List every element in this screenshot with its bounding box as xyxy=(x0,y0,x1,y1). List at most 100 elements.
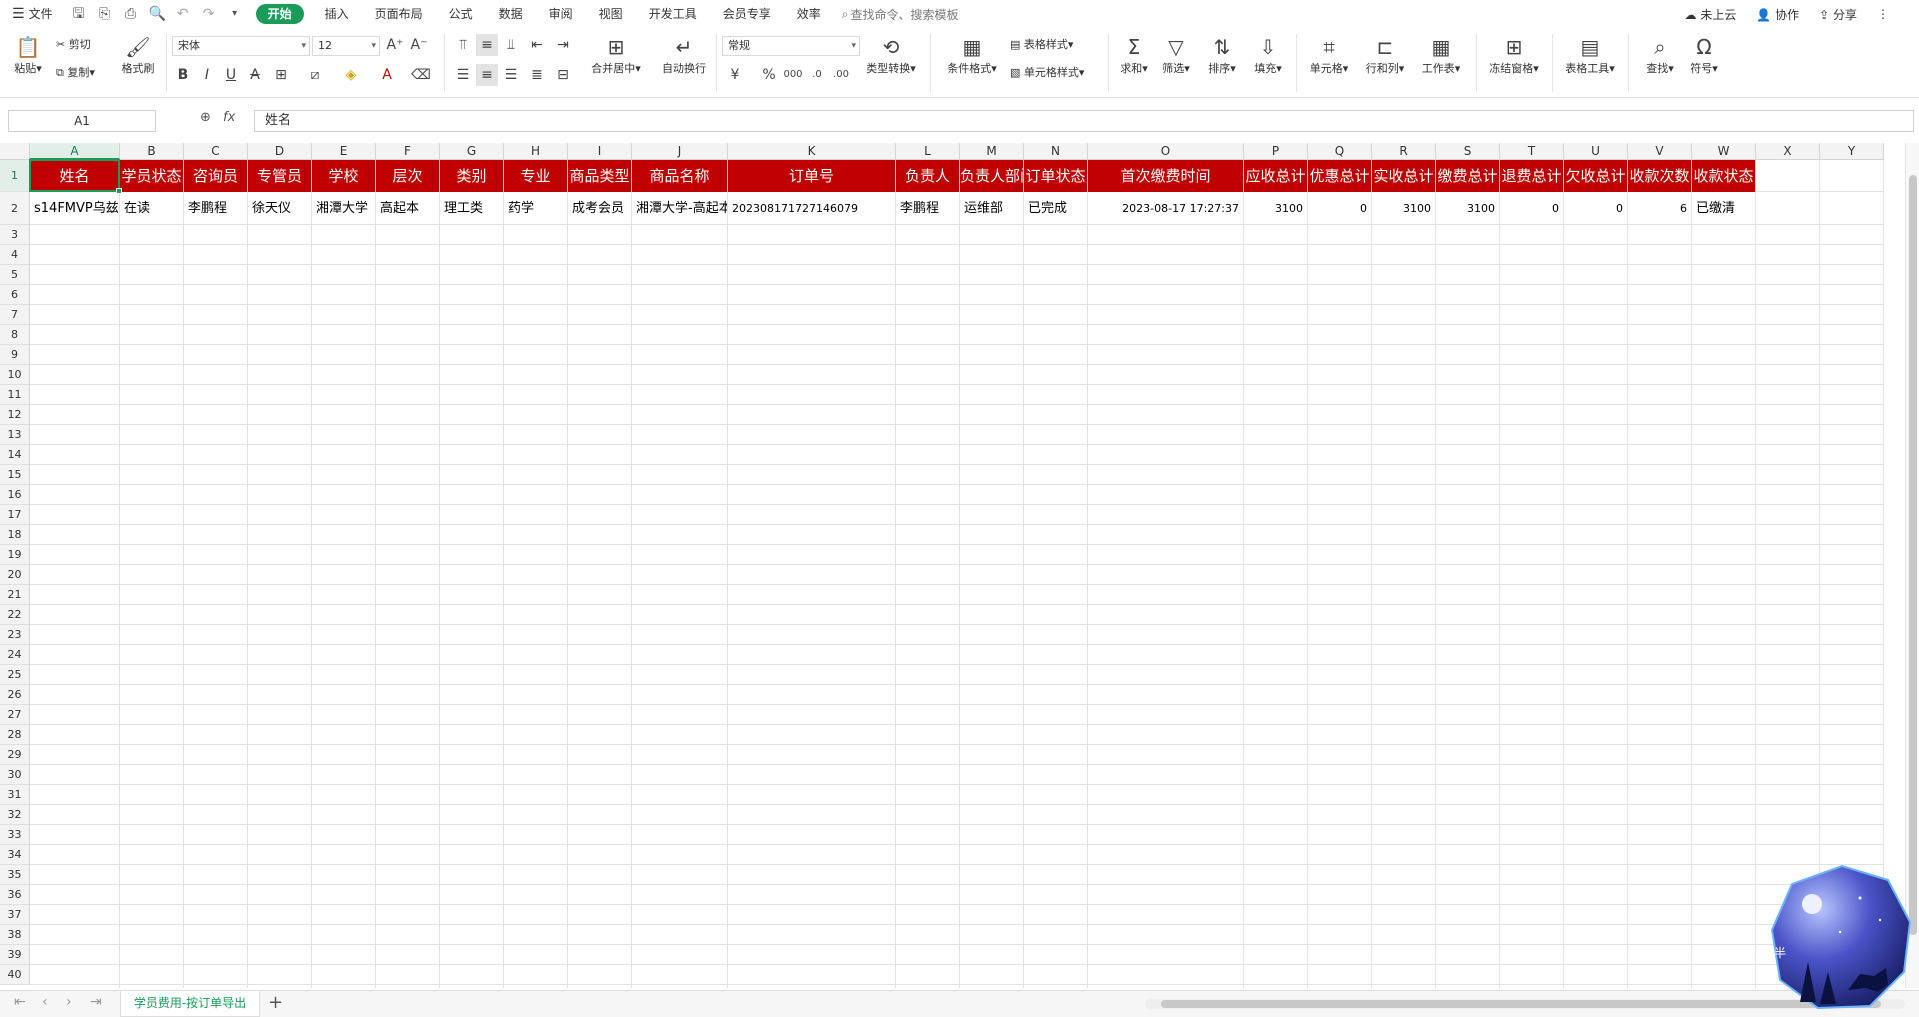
first-sheet-icon[interactable]: ⇤ xyxy=(14,994,26,1010)
decrease-decimal-icon[interactable]: .00 xyxy=(830,64,852,86)
bold-icon[interactable]: B xyxy=(172,64,194,86)
find-button[interactable]: ⌕ 查找▾ xyxy=(1642,34,1678,76)
column-header-i[interactable]: I xyxy=(568,143,632,160)
font-color-icon[interactable]: A xyxy=(376,64,398,86)
tab-formulas[interactable]: 公式 xyxy=(436,0,486,28)
conditional-format-button[interactable]: ▦ 条件格式▾ xyxy=(940,34,1004,76)
header-cell[interactable]: 优惠总计 xyxy=(1308,160,1372,192)
font-name-select[interactable]: 宋体 xyxy=(172,36,310,56)
row-header-12[interactable]: 12 xyxy=(0,405,30,425)
row-header-3[interactable]: 3 xyxy=(0,225,30,245)
column-header-l[interactable]: L xyxy=(896,143,960,160)
row-header-14[interactable]: 14 xyxy=(0,445,30,465)
align-top-icon[interactable]: ⫪ xyxy=(452,34,474,56)
tab-view[interactable]: 视图 xyxy=(586,0,636,28)
row-header-39[interactable]: 39 xyxy=(0,945,30,965)
align-bottom-icon[interactable]: ⫫ xyxy=(500,34,522,56)
merge-center-button[interactable]: ⊞ 合并居中▾ xyxy=(586,34,646,76)
row-header-13[interactable]: 13 xyxy=(0,425,30,445)
tab-insert[interactable]: 插入 xyxy=(312,0,362,28)
row-header-16[interactable]: 16 xyxy=(0,485,30,505)
row-header-6[interactable]: 6 xyxy=(0,285,30,305)
header-cell[interactable]: 订单号 xyxy=(728,160,896,192)
spreadsheet-grid[interactable]: A B C D E F G H I J K L M N O P Q R S T U V W X Y 1 2 3 4 5 6 7 8 9 10 11 12… xyxy=(0,143,1905,988)
row-header-20[interactable]: 20 xyxy=(0,565,30,585)
row-header-24[interactable]: 24 xyxy=(0,645,30,665)
increase-decimal-icon[interactable]: .0 xyxy=(806,64,828,86)
last-sheet-icon[interactable]: ⇥ xyxy=(90,994,102,1010)
header-cell[interactable]: 欠收总计 xyxy=(1564,160,1628,192)
row-header-33[interactable]: 33 xyxy=(0,825,30,845)
percent-icon[interactable]: % xyxy=(758,64,780,86)
header-cell[interactable]: 专管员 xyxy=(248,160,312,192)
number-format-select[interactable]: 常规 xyxy=(722,36,860,56)
row-header-7[interactable]: 7 xyxy=(0,305,30,325)
column-header-a[interactable]: A xyxy=(30,143,120,160)
prev-sheet-icon[interactable]: ‹ xyxy=(42,994,48,1010)
name-box[interactable]: A1 xyxy=(8,110,156,132)
tab-page-layout[interactable]: 页面布局 xyxy=(362,0,436,28)
cloud-status[interactable]: ☁ 未上云 xyxy=(1684,6,1736,23)
fill-color-icon[interactable]: ◈ xyxy=(340,64,362,86)
row-header-32[interactable]: 32 xyxy=(0,805,30,825)
data-cell[interactable]: 已完成 xyxy=(1024,192,1088,225)
column-header-b[interactable]: B xyxy=(120,143,184,160)
tab-home[interactable]: 开始 xyxy=(256,4,304,24)
data-cell[interactable]: s14FMVP乌兹 xyxy=(30,192,120,225)
clear-format-icon[interactable]: ⌫ xyxy=(410,64,432,86)
row-header-15[interactable]: 15 xyxy=(0,465,30,485)
row-col-button[interactable]: ⊏ 行和列▾ xyxy=(1360,34,1410,76)
paste-button[interactable]: 📋 粘贴▾ xyxy=(12,34,44,76)
search-icon[interactable]: ⌕ xyxy=(842,7,849,22)
header-cell[interactable]: 负责人 xyxy=(896,160,960,192)
row-header-30[interactable]: 30 xyxy=(0,765,30,785)
tab-review[interactable]: 审阅 xyxy=(536,0,586,28)
data-cell[interactable]: 3100 xyxy=(1372,192,1436,225)
print-icon[interactable]: ⎙ xyxy=(123,6,139,22)
header-cell[interactable]: 层次 xyxy=(376,160,440,192)
row-header-9[interactable]: 9 xyxy=(0,345,30,365)
row-header-19[interactable]: 19 xyxy=(0,545,30,565)
italic-icon[interactable]: I xyxy=(196,64,218,86)
redo-icon[interactable]: ↷ xyxy=(201,6,217,22)
row-header-2[interactable]: 2 xyxy=(0,192,30,225)
tab-data[interactable]: 数据 xyxy=(486,0,536,28)
decrease-indent-icon[interactable]: ⇤ xyxy=(526,34,548,56)
row-header-22[interactable]: 22 xyxy=(0,605,30,625)
header-cell[interactable]: 应收总计 xyxy=(1244,160,1308,192)
data-cell[interactable]: 李鹏程 xyxy=(896,192,960,225)
data-cell[interactable]: 药学 xyxy=(504,192,568,225)
column-header-w[interactable]: W xyxy=(1692,143,1756,160)
row-header-8[interactable]: 8 xyxy=(0,325,30,345)
strikethrough-icon[interactable]: A xyxy=(244,64,266,86)
header-cell[interactable]: 类别 xyxy=(440,160,504,192)
row-header-40[interactable]: 40 xyxy=(0,965,30,985)
cell-style-button[interactable]: ▧ 单元格样式▾ xyxy=(1010,64,1084,80)
column-header-x[interactable]: X xyxy=(1756,143,1820,160)
align-left-icon[interactable]: ☰ xyxy=(452,64,474,86)
column-header-j[interactable]: J xyxy=(632,143,728,160)
column-header-e[interactable]: E xyxy=(312,143,376,160)
data-cell[interactable]: 运维部 xyxy=(960,192,1024,225)
command-search[interactable]: 查找命令、搜索模板 xyxy=(848,6,958,23)
header-cell[interactable]: 收款次数 xyxy=(1628,160,1692,192)
row-header-31[interactable]: 31 xyxy=(0,785,30,805)
data-cell[interactable]: 湘潭大学 xyxy=(312,192,376,225)
cut-button[interactable]: ✂ 剪切 xyxy=(56,36,91,52)
tab-member[interactable]: 会员专享 xyxy=(710,0,784,28)
justify-icon[interactable]: ≣ xyxy=(526,64,548,86)
row-header-21[interactable]: 21 xyxy=(0,585,30,605)
zoom-icon[interactable]: ⊕ xyxy=(200,110,211,125)
column-header-y[interactable]: Y xyxy=(1820,143,1884,160)
column-header-k[interactable]: K xyxy=(728,143,896,160)
data-cell[interactable]: 高起本 xyxy=(376,192,440,225)
column-header-u[interactable]: U xyxy=(1564,143,1628,160)
data-cell[interactable]: 在读 xyxy=(120,192,184,225)
data-cell[interactable]: 2023-08-17 17:27:37 xyxy=(1088,192,1244,225)
copy-button[interactable]: ⧉ 复制▾ xyxy=(56,64,95,80)
header-cell[interactable]: 商品名称 xyxy=(632,160,728,192)
header-cell[interactable]: 实收总计 xyxy=(1372,160,1436,192)
fill-pattern-icon[interactable]: ⧄ xyxy=(304,64,326,86)
print-preview-icon[interactable]: 🔍 xyxy=(149,6,165,22)
data-cell[interactable]: 202308171727146079 xyxy=(728,192,896,225)
